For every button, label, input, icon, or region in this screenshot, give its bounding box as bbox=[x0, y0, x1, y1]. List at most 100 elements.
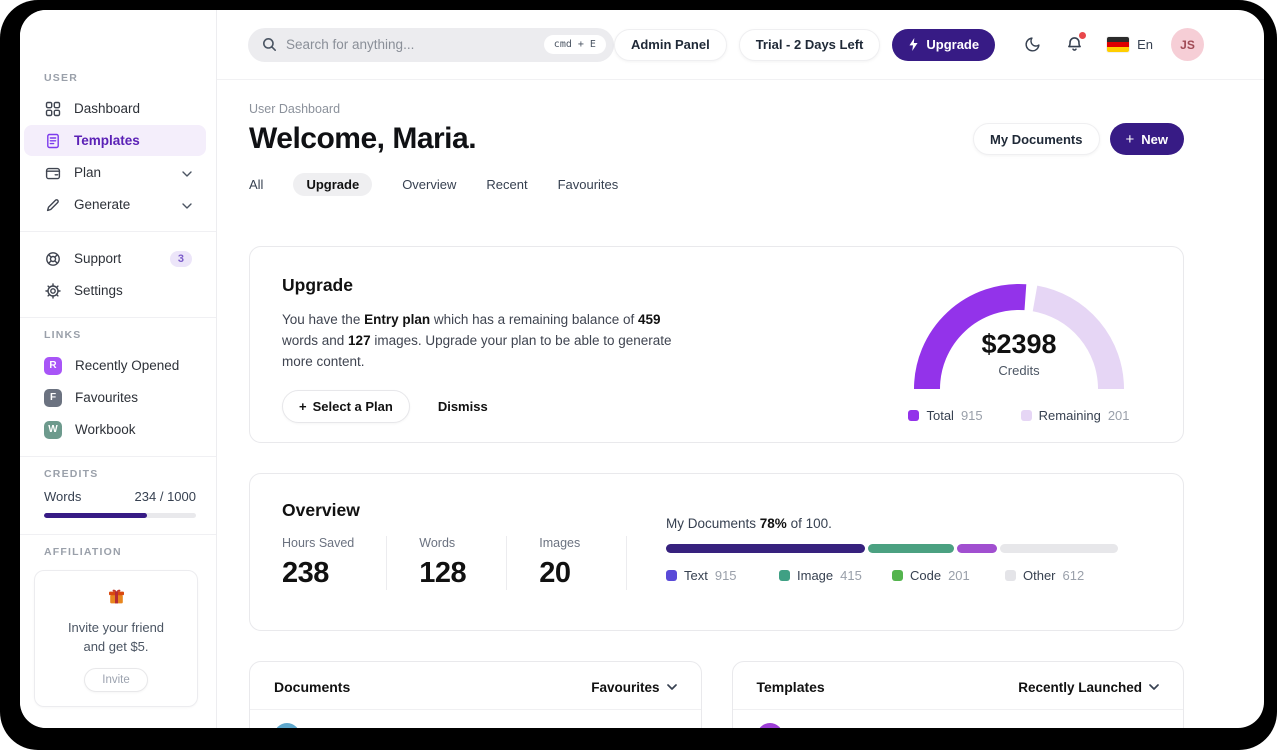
gauge-legend: Total 915 Remaining 201 bbox=[897, 408, 1141, 423]
sidebar-link-recently-opened[interactable]: R Recently Opened bbox=[24, 350, 206, 381]
credits-progress-track bbox=[44, 513, 196, 518]
sidebar-item-plan[interactable]: Plan bbox=[24, 157, 206, 188]
template-list-item[interactable]: Blog Post Title in Workbook bbox=[733, 710, 1184, 728]
select-plan-button[interactable]: + Select a Plan bbox=[282, 389, 410, 423]
sidebar-item-settings[interactable]: Settings bbox=[24, 275, 206, 306]
templates-card-title: Templates bbox=[756, 679, 825, 695]
search-icon bbox=[262, 37, 277, 52]
trial-badge-button[interactable]: Trial - 2 Days Left bbox=[738, 28, 881, 61]
sidebar-item-label: Recently Opened bbox=[75, 358, 180, 373]
documents-card-title: Documents bbox=[274, 679, 351, 695]
overview-card: Overview Hours Saved 238 Words 128 Image… bbox=[249, 473, 1184, 631]
gift-icon bbox=[107, 589, 126, 610]
sidebar: USER Dashboard Templates Plan Generate bbox=[20, 10, 217, 728]
sidebar-item-dashboard[interactable]: Dashboard bbox=[24, 93, 206, 124]
gauge-chart bbox=[914, 283, 1124, 390]
chevron-down-icon bbox=[1149, 684, 1159, 690]
overview-stats: Hours Saved 238 Words 128 Images 20 bbox=[282, 536, 659, 590]
tab-recent[interactable]: Recent bbox=[486, 177, 528, 192]
legend-item-text: Text 915 bbox=[666, 568, 779, 583]
sidebar-divider bbox=[20, 456, 216, 457]
sidebar-section-affiliation: AFFILIATION bbox=[44, 546, 122, 558]
topbar: cmd + E Admin Panel Trial - 2 Days Left … bbox=[217, 10, 1264, 80]
credits-gauge: $2398 Credits Total 915 Remaining 201 bbox=[897, 271, 1141, 423]
legend-swatch bbox=[666, 570, 677, 581]
sidebar-item-label: Favourites bbox=[75, 390, 139, 405]
chevron-down-icon bbox=[666, 684, 677, 690]
sidebar-section-user: USER bbox=[44, 72, 78, 84]
dark-mode-icon[interactable] bbox=[1021, 34, 1043, 56]
legend-swatch bbox=[779, 570, 790, 581]
upgrade-card-title: Upgrade bbox=[282, 275, 353, 295]
sidebar-item-label: Support bbox=[74, 251, 122, 266]
link-initial-badge: W bbox=[44, 420, 62, 439]
legend-item-other: Other 612 bbox=[1005, 568, 1118, 583]
bolt-icon bbox=[908, 38, 919, 51]
sidebar-divider bbox=[20, 534, 216, 535]
legend-item-code: Code 201 bbox=[892, 568, 1005, 583]
legend-swatch bbox=[1020, 410, 1032, 421]
legend-swatch bbox=[908, 410, 920, 421]
link-initial-badge: F bbox=[44, 388, 62, 407]
sidebar-item-label: Dashboard bbox=[74, 101, 141, 116]
tab-favourites[interactable]: Favourites bbox=[557, 177, 619, 192]
plus-icon: + bbox=[299, 398, 307, 414]
sidebar-divider bbox=[20, 231, 216, 232]
affiliation-card: Invite your friend and get $5. Invite bbox=[34, 570, 198, 707]
sidebar-item-templates[interactable]: Templates bbox=[24, 125, 206, 156]
gauge-value: $2398 bbox=[981, 329, 1057, 359]
legend-item-remaining: Remaining 201 bbox=[1020, 408, 1130, 423]
bar-segment-text bbox=[666, 544, 865, 553]
documents-filter-dropdown[interactable]: Favourites bbox=[591, 680, 677, 695]
tab-upgrade[interactable]: Upgrade bbox=[293, 173, 373, 196]
tab-all[interactable]: All bbox=[249, 177, 264, 192]
language-flag-icon[interactable] bbox=[1107, 37, 1130, 52]
upgrade-card: Upgrade You have the Entry plan which ha… bbox=[249, 246, 1184, 443]
stat-words: Words 128 bbox=[419, 536, 508, 590]
search-input[interactable] bbox=[286, 37, 535, 52]
sidebar-divider bbox=[20, 317, 216, 318]
upgrade-button[interactable]: Upgrade bbox=[892, 28, 996, 61]
language-label[interactable]: En bbox=[1137, 37, 1153, 52]
sidebar-item-label: Generate bbox=[74, 197, 131, 212]
lifebuoy-icon bbox=[44, 250, 61, 267]
gear-icon bbox=[44, 282, 61, 299]
bar-segment-image bbox=[867, 544, 954, 553]
sidebar-link-workbook[interactable]: W Workbook bbox=[24, 414, 206, 445]
legend-item-image: Image 415 bbox=[779, 568, 892, 583]
app-window: USER Dashboard Templates Plan Generate bbox=[20, 10, 1264, 728]
sidebar-item-generate[interactable]: Generate bbox=[24, 189, 206, 220]
document-avatar bbox=[274, 723, 300, 728]
affiliation-text: Invite your friend and get $5. bbox=[67, 620, 165, 654]
page-title: Welcome, Maria. bbox=[249, 122, 477, 155]
sidebar-item-support[interactable]: Support 3 bbox=[24, 243, 206, 274]
chevron-down-icon bbox=[182, 196, 192, 214]
credits-row: Words 234 / 1000 bbox=[44, 489, 196, 504]
plus-icon: + bbox=[1125, 130, 1135, 148]
legend-swatch bbox=[1005, 570, 1016, 581]
sidebar-link-favourites[interactable]: F Favourites bbox=[24, 382, 206, 413]
dismiss-button[interactable]: Dismiss bbox=[437, 398, 488, 414]
gauge-label: Credits bbox=[998, 363, 1040, 378]
stacked-bar bbox=[666, 544, 1118, 553]
sidebar-item-label: Templates bbox=[74, 133, 140, 148]
stat-hours-saved: Hours Saved 238 bbox=[282, 536, 388, 590]
support-badge: 3 bbox=[169, 250, 192, 267]
invite-button[interactable]: Invite bbox=[84, 667, 148, 692]
tab-overview[interactable]: Overview bbox=[402, 177, 457, 192]
new-button[interactable]: + New bbox=[1109, 123, 1184, 155]
my-documents-button[interactable]: My Documents bbox=[973, 123, 1100, 155]
admin-panel-button[interactable]: Admin Panel bbox=[613, 28, 727, 61]
search-bar[interactable]: cmd + E bbox=[248, 27, 614, 62]
document-list-item[interactable]: Untitled Document in Workbook bbox=[250, 710, 701, 728]
document-icon bbox=[44, 132, 61, 149]
user-avatar[interactable]: JS bbox=[1171, 28, 1204, 61]
notification-dot bbox=[1079, 31, 1087, 39]
search-shortcut-badge: cmd + E bbox=[543, 35, 606, 54]
sidebar-item-label: Plan bbox=[74, 165, 102, 180]
bar-segment-code bbox=[956, 544, 998, 553]
chevron-down-icon bbox=[182, 164, 192, 182]
stat-images: Images 20 bbox=[539, 536, 628, 590]
templates-filter-dropdown[interactable]: Recently Launched bbox=[1018, 680, 1159, 695]
notifications-bell-icon[interactable] bbox=[1063, 31, 1087, 56]
